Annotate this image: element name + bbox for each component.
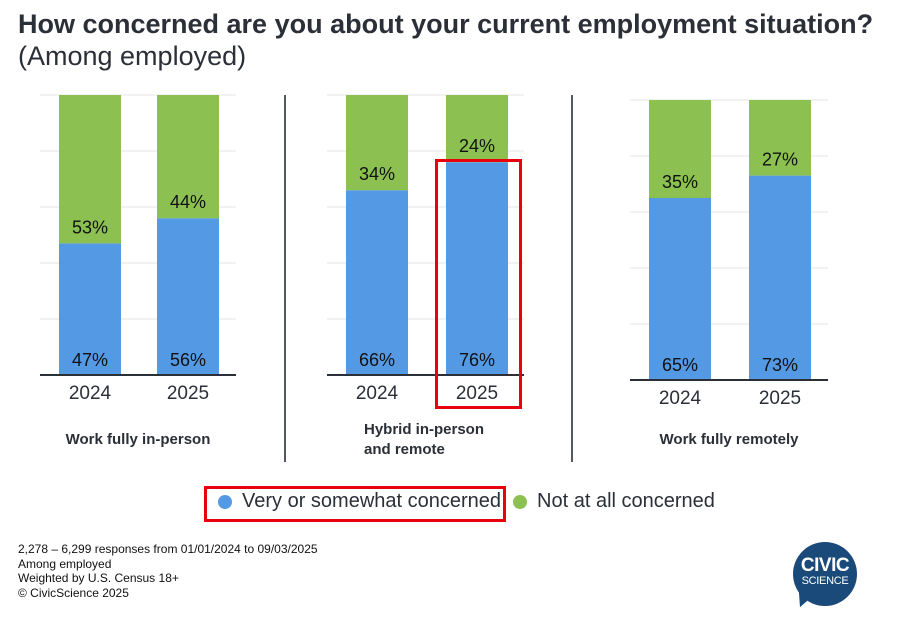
- legend-label-concerned: Very or somewhat concerned: [242, 490, 502, 512]
- data-label: 44%: [170, 192, 206, 212]
- panel-title: Work fully remotely: [660, 431, 800, 448]
- data-label: 56%: [170, 350, 206, 370]
- civicscience-logo: CIVIC SCIENCE: [792, 542, 857, 611]
- data-label: 24%: [459, 136, 495, 156]
- note: Among employed: [18, 556, 112, 571]
- panel-title: Hybrid in-person: [364, 421, 484, 438]
- bar-segment: [346, 95, 408, 191]
- x-tick-label: 2024: [69, 383, 112, 404]
- bar-segment: [749, 175, 811, 380]
- panel-title: Work fully in-person: [66, 431, 211, 448]
- bar-segment: [157, 95, 219, 219]
- data-label: 47%: [72, 350, 108, 370]
- data-label: 35%: [662, 172, 698, 192]
- panel-title: and remote: [364, 441, 445, 458]
- title-main: How concerned are you about your current…: [18, 9, 874, 39]
- footnotes: 2,278 – 6,299 responses from 01/01/2024 …: [18, 542, 318, 600]
- legend-dot-concerned: [218, 494, 232, 509]
- data-label: 53%: [72, 217, 108, 237]
- x-tick-label: 2024: [356, 383, 399, 404]
- data-label: 65%: [662, 355, 698, 375]
- note: 2,278 – 6,299 responses from 01/01/2024 …: [18, 542, 318, 556]
- x-tick-label: 2024: [659, 388, 702, 409]
- data-label: 76%: [459, 350, 495, 370]
- x-tick-label: 2025: [167, 383, 209, 404]
- note: © CivicScience 2025: [18, 585, 129, 600]
- bar-segment: [749, 100, 811, 176]
- bar-segment: [157, 218, 219, 375]
- data-label: 34%: [359, 164, 395, 184]
- data-label: 27%: [762, 150, 798, 170]
- x-tick-label: 2025: [759, 388, 801, 409]
- bar-segment: [649, 100, 711, 198]
- note: Weighted by U.S. Census 18+: [18, 571, 179, 585]
- bar-segment: [446, 162, 508, 375]
- bar-segment: [59, 243, 121, 375]
- bar-segment: [59, 95, 121, 244]
- title-sub: (Among employed): [18, 41, 247, 71]
- x-tick-label: 2025: [456, 383, 498, 404]
- bar-segment: [446, 95, 508, 163]
- data-label: 66%: [359, 350, 395, 370]
- legend: Very or somewhat concerned Not at all co…: [204, 486, 715, 522]
- bar-segment: [649, 198, 711, 380]
- chart-title: How concerned are you about your current…: [18, 8, 888, 72]
- bar-segment: [346, 190, 408, 375]
- legend-dot-not-concerned: [513, 494, 528, 509]
- data-label: 73%: [762, 355, 798, 375]
- legend-label-not-concerned: Not at all concerned: [537, 490, 715, 512]
